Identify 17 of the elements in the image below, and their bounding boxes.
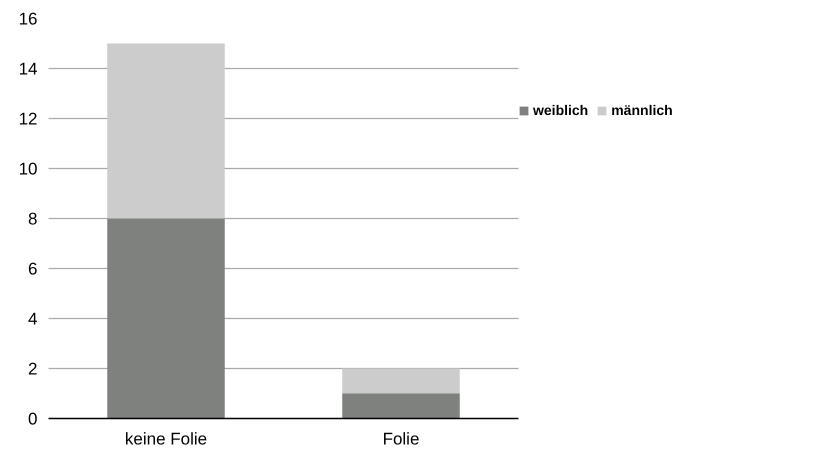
- x-tick-label: Folie: [382, 430, 420, 448]
- bar: [107, 218, 225, 418]
- bar: [342, 394, 460, 418]
- y-tick-label: 4: [28, 310, 38, 328]
- y-tick-label: 6: [28, 260, 38, 278]
- y-tick-label: 10: [18, 160, 38, 178]
- y-tick-label: 0: [28, 410, 38, 428]
- bar: [342, 368, 460, 394]
- y-tick-label: 12: [18, 110, 38, 128]
- y-tick-label: 16: [18, 10, 38, 28]
- bar: [107, 44, 225, 218]
- y-tick-label: 2: [28, 360, 38, 378]
- x-tick-label: keine Folie: [124, 430, 208, 448]
- y-tick-label: 14: [18, 60, 38, 78]
- y-tick-label: 8: [28, 210, 38, 228]
- legend-label: männlich: [611, 102, 673, 118]
- legend-label: weiblich: [533, 102, 588, 118]
